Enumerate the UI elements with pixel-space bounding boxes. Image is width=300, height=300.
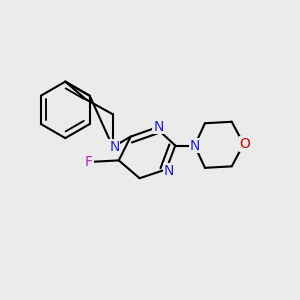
- Text: N: N: [109, 140, 119, 154]
- Text: N: N: [164, 164, 174, 178]
- Text: F: F: [85, 155, 93, 169]
- Text: N: N: [153, 119, 164, 134]
- Text: N: N: [189, 139, 200, 152]
- Text: O: O: [239, 137, 250, 151]
